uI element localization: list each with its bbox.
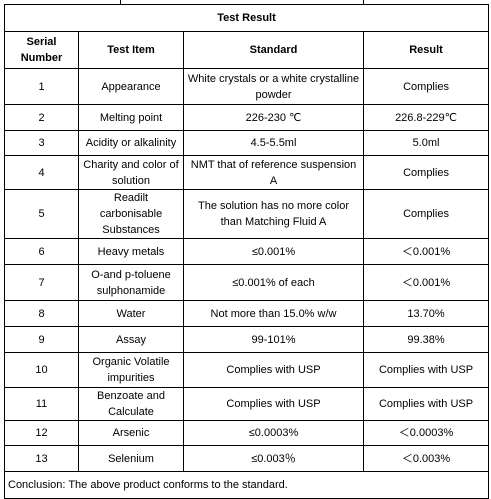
data-row: 9 Assay 99-101% 99.38% [4, 326, 490, 353]
serial-number: 3 [4, 130, 79, 156]
result: Complies [362, 155, 490, 190]
result: Complies [362, 68, 490, 105]
data-row: 2 Melting point 226-230 ℃ 226.8-229℃ [4, 104, 490, 131]
serial-number: 13 [4, 445, 79, 472]
serial-number: 6 [4, 238, 79, 265]
serial-number: 7 [4, 264, 79, 301]
test-item: Assay [78, 326, 184, 353]
serial-number: 4 [4, 155, 79, 190]
serial-number: 2 [4, 104, 79, 131]
header-row: Serial Number Test Item Standard Result [4, 31, 490, 69]
data-row: 5 Readilt carbonisable Substances The solu… [4, 189, 490, 239]
result: 5.0ml [362, 130, 490, 156]
data-row: 8 Water Not more than 15.0% w/w 13.70% [4, 300, 490, 327]
standard: ≤0.0003% [183, 420, 364, 446]
data-row: 7 O-and p-toluene sulphonamide ≤0.001% of … [4, 264, 490, 301]
border-stub [120, 0, 121, 4]
header-cell: Serial Number [4, 31, 79, 69]
test-item: O-and p-toluene sulphonamide [78, 264, 184, 301]
title-row: Test Result [3, 4, 490, 32]
standard: 226-230 ℃ [183, 104, 364, 131]
result: ＜0.001% [362, 238, 490, 265]
result: Complies [362, 189, 490, 239]
result: ＜0.003% [362, 445, 490, 472]
standard: Complies with USP [183, 387, 364, 421]
data-row: 6 Heavy metals ≤0.001% ＜0.001% [4, 238, 490, 265]
conclusion: Conclusion: The above product conforms t… [3, 471, 490, 499]
result: ＜0.001% [362, 264, 490, 301]
standard: The solution has no more color than Matc… [183, 189, 364, 239]
test-item: Organic Volatile impurities [78, 352, 184, 388]
standard: 4.5-5.5ml [183, 130, 364, 156]
serial-number: 11 [4, 387, 79, 421]
serial-number: 12 [4, 420, 79, 446]
result: 99.38% [362, 326, 490, 353]
result: Complies with USP [362, 387, 490, 421]
result-table: Test Result Serial Number Test Item Standa… [3, 4, 490, 499]
page: {"title": "Test Result", "header": ["Ser… [3, 0, 490, 499]
conclusion-row: Conclusion: The above product conforms t… [3, 471, 490, 499]
serial-number: 5 [4, 189, 79, 239]
test-item: Readilt carbonisable Substances [78, 189, 184, 239]
standard: Complies with USP [183, 352, 364, 388]
data-row: 3 Acidity or alkalinity 4.5-5.5ml 5.0ml [4, 130, 490, 156]
serial-number: 8 [4, 300, 79, 327]
standard: ≤0.001% [183, 238, 364, 265]
data-row: 10 Organic Volatile impurities Complies wi… [4, 352, 490, 388]
test-item: Selenium [78, 445, 184, 472]
header-cell: Test Item [78, 31, 184, 69]
test-item: Appearance [78, 68, 184, 105]
serial-number: 10 [4, 352, 79, 388]
standard: White crystals or a white crystalline po… [183, 68, 364, 105]
test-item: Heavy metals [78, 238, 184, 265]
serial-number: 1 [4, 68, 79, 105]
header-cell: Result [362, 31, 490, 69]
result: 13.70% [362, 300, 490, 327]
result: 226.8-229℃ [362, 104, 490, 131]
standard: ≤0.001% of each [183, 264, 364, 301]
data-row: 11 Benzoate and Calculate Complies with US… [4, 387, 490, 421]
test-item: Acidity or alkalinity [78, 130, 184, 156]
result: ＜0.0003% [362, 420, 490, 446]
data-row: 4 Charity and color of solution NMT that o… [4, 155, 490, 190]
test-item: Water [78, 300, 184, 327]
test-item: Benzoate and Calculate [78, 387, 184, 421]
standard: ≤0.003％ [183, 445, 364, 472]
test-item: Melting point [78, 104, 184, 131]
serial-number: 9 [4, 326, 79, 353]
header-cell: Standard [183, 31, 364, 69]
standard: NMT that of reference suspension A [183, 155, 364, 190]
standard: Not more than 15.0% w/w [183, 300, 364, 327]
table-title: Test Result [3, 4, 490, 32]
data-row: 13 Selenium ≤0.003％ ＜0.003% [4, 445, 490, 472]
test-item: Charity and color of solution [78, 155, 184, 190]
test-item: Arsenic [78, 420, 184, 446]
data-row: 1 Appearance White crystals or a white cry… [4, 68, 490, 105]
border-stub [363, 0, 364, 4]
result: Complies with USP [362, 352, 490, 388]
standard: 99-101% [183, 326, 364, 353]
table-body: Test Result Serial Number Test Item Standa… [3, 4, 490, 499]
data-row: 12 Arsenic ≤0.0003% ＜0.0003% [4, 420, 490, 446]
